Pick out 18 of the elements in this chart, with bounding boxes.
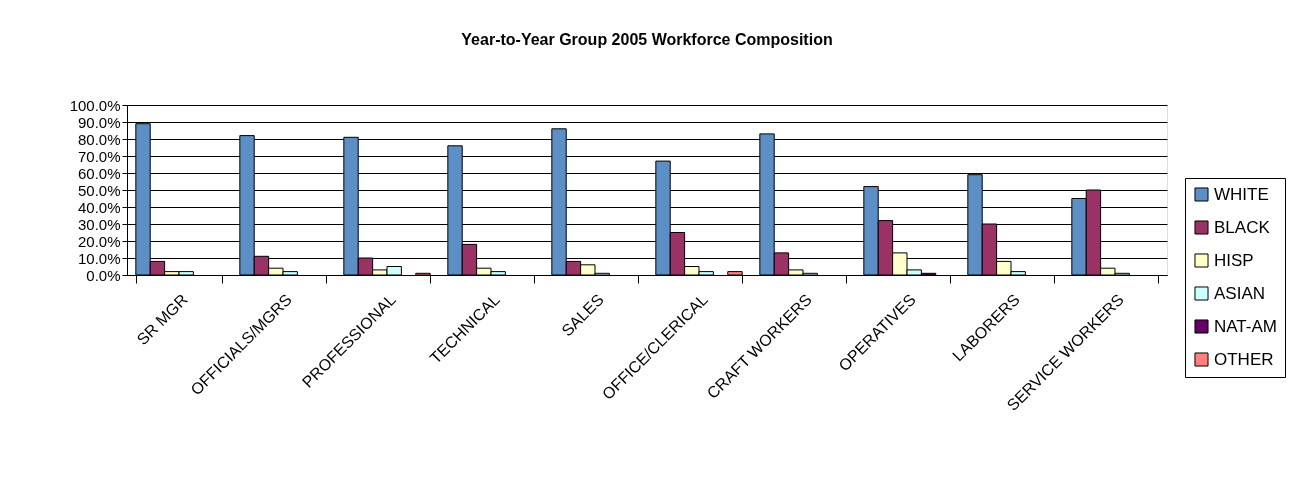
legend-label: OTHER [1214, 349, 1274, 369]
legend-label: WHITE [1214, 184, 1269, 204]
y-tick-label: 10.0% [77, 249, 121, 267]
y-tick-label: 100.0% [69, 96, 121, 114]
y-tick-label: 60.0% [77, 164, 121, 182]
legend-label: HISP [1214, 250, 1254, 270]
chart-title: Year-to-Year Group 2005 Workforce Composition [461, 31, 833, 48]
y-tick-label: 20.0% [77, 232, 121, 250]
legend-label: BLACK [1214, 217, 1271, 237]
legend-label: NAT-AM [1214, 316, 1277, 336]
y-tick-label: 80.0% [77, 130, 121, 148]
y-tick-label: 40.0% [77, 198, 121, 216]
y-tick-label: 30.0% [77, 215, 121, 233]
y-tick-label: 90.0% [77, 113, 121, 131]
y-tick-label: 70.0% [77, 147, 121, 165]
y-tick-label: 0.0% [86, 266, 121, 284]
legend-label: ASIAN [1214, 283, 1266, 303]
y-tick-label: 50.0% [77, 181, 121, 199]
